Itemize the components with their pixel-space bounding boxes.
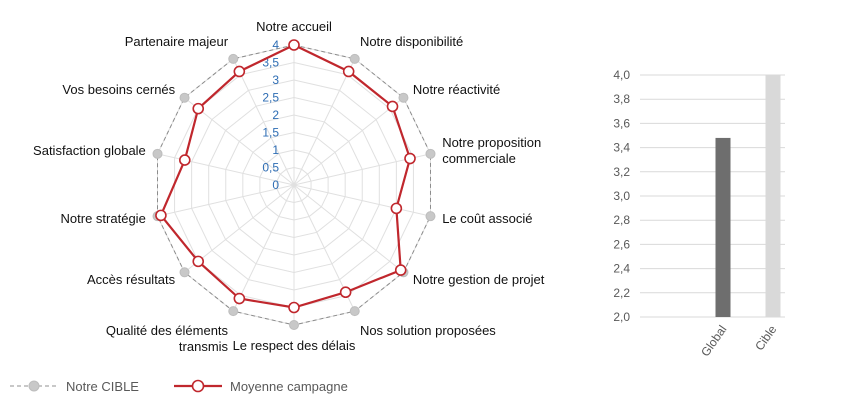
radar-tick-label: 3 bbox=[272, 73, 279, 87]
radar-series bbox=[152, 39, 436, 330]
radar-axis-label: Nos solution proposées bbox=[360, 323, 496, 338]
series-moyenne-campagne-point bbox=[342, 65, 355, 78]
bar-tick-label: 3,4 bbox=[613, 141, 630, 155]
legend-notre-cible-label: Notre CIBLE bbox=[66, 379, 139, 394]
legend: Notre CIBLE Moyenne campagne bbox=[10, 379, 348, 394]
legend-moyenne-campagne-label: Moyenne campagne bbox=[230, 379, 348, 394]
radar-axis-labels: Notre accueil Notre disponibilité Notre ré… bbox=[33, 19, 545, 354]
bar-tick-label: 4,0 bbox=[613, 68, 630, 82]
series-notre-cible-point bbox=[179, 92, 190, 103]
bar-grid: 2,0 2,2 2,4 2,6 2,8 3,0 3,2 3,4 3,6 3,8 4,0 bbox=[613, 68, 785, 324]
radar-tick-label: 2,5 bbox=[262, 91, 279, 105]
radar-axis-label: Le coût associé bbox=[442, 211, 532, 226]
bar-tick-label: 3,6 bbox=[613, 116, 630, 130]
radar-spoke bbox=[293, 58, 356, 186]
series-moyenne-campagne-point bbox=[179, 154, 191, 166]
radar-spoke bbox=[157, 184, 295, 217]
bar-global bbox=[715, 137, 731, 317]
bar-tick-label: 2,2 bbox=[613, 286, 630, 300]
radar-chart: 0 0,5 1 1,5 2 2,5 3 3,5 4 Notre accueil Notre dis… bbox=[10, 19, 545, 394]
series-moyenne-campagne-point bbox=[339, 286, 352, 299]
radar-spoke bbox=[293, 184, 404, 273]
radar-axis-label: Satisfaction globale bbox=[33, 143, 146, 158]
series-notre-cible-point bbox=[228, 306, 239, 317]
legend-notre-cible-marker bbox=[28, 380, 40, 392]
radar-spoke bbox=[232, 58, 295, 186]
radar-spoke bbox=[232, 184, 295, 312]
series-moyenne-campagne-point bbox=[404, 152, 416, 165]
bar-category-labels: Global Cible bbox=[698, 322, 780, 359]
series-moyenne-campagne-line bbox=[159, 43, 412, 309]
radar-tick-label: 4 bbox=[272, 38, 279, 52]
radar-axis-label: Notre stratégie bbox=[61, 211, 146, 226]
bar-tick-label: 2,4 bbox=[613, 262, 630, 276]
bar-tick-label: 2,8 bbox=[613, 213, 630, 227]
radar-spoke bbox=[293, 97, 404, 186]
series-moyenne-campagne-point bbox=[288, 39, 300, 51]
series-notre-cible-point bbox=[179, 267, 190, 278]
radar-axis-label: Vos besoins cernés bbox=[62, 82, 175, 97]
radar-grid bbox=[157, 44, 431, 326]
radar-tick-label: 1,5 bbox=[262, 126, 279, 140]
legend-moyenne-campagne-marker bbox=[191, 379, 205, 393]
bar-tick-label: 2,0 bbox=[613, 310, 630, 324]
bar-marks bbox=[715, 75, 781, 317]
radar-spoke bbox=[184, 97, 295, 186]
radar-axis-label: Notre accueil bbox=[256, 19, 332, 34]
series-moyenne-campagne-point bbox=[386, 100, 399, 113]
bar-cible bbox=[765, 75, 781, 317]
radar-axis-label: Qualité des éléments transmis bbox=[106, 323, 229, 354]
radar-axis-label: Le respect des délais bbox=[233, 338, 356, 353]
bar-tick-label: 3,0 bbox=[613, 189, 630, 203]
series-notre-cible-point bbox=[349, 53, 360, 64]
radar-axis-label: Notre proposition commerciale bbox=[442, 135, 541, 166]
radar-axis-label: Notre disponibilité bbox=[360, 34, 463, 49]
radar-spoke bbox=[184, 184, 295, 273]
radar-axis-label: Partenaire majeur bbox=[125, 34, 229, 49]
radar-tick-label: 0 bbox=[272, 178, 279, 192]
series-notre-cible-point bbox=[425, 211, 436, 222]
radar-tick-label: 0,5 bbox=[262, 161, 279, 175]
bar-tick-label: 2,6 bbox=[613, 237, 630, 251]
radar-tick-label: 1 bbox=[272, 143, 279, 157]
radar-tick-label: 3,5 bbox=[262, 56, 279, 70]
radar-axis-label: Accès résultats bbox=[87, 272, 176, 287]
series-notre-cible-point bbox=[289, 320, 299, 330]
radar-axis-label: Notre gestion de projet bbox=[413, 272, 545, 287]
bar-category-label: Global bbox=[698, 323, 729, 359]
bar-category-label: Cible bbox=[752, 322, 779, 353]
series-moyenne-campagne-point bbox=[390, 202, 403, 215]
radar-axis-label: Notre réactivité bbox=[413, 82, 500, 97]
radar-tick-label: 2 bbox=[272, 108, 279, 122]
series-notre-cible-point bbox=[228, 53, 239, 64]
series-notre-cible-point bbox=[349, 306, 360, 317]
bar-tick-label: 3,2 bbox=[613, 165, 630, 179]
bar-tick-label: 3,8 bbox=[613, 92, 630, 106]
series-moyenne-campagne-point bbox=[192, 102, 205, 115]
series-notre-cible-point bbox=[398, 92, 409, 103]
series-moyenne-campagne-point bbox=[233, 292, 246, 305]
series-moyenne-campagne-point bbox=[288, 301, 300, 314]
series-moyenne-campagne-point bbox=[192, 255, 205, 268]
series-notre-cible-point bbox=[152, 148, 163, 159]
series-moyenne-campagne-point bbox=[394, 264, 407, 276]
series-notre-cible-point bbox=[425, 148, 436, 159]
series-moyenne-campagne-point bbox=[155, 209, 167, 222]
series-moyenne-campagne-point bbox=[233, 65, 246, 78]
radar-tick-labels: 0 0,5 1 1,5 2 2,5 3 3,5 4 bbox=[262, 38, 279, 192]
bar-chart: 2,0 2,2 2,4 2,6 2,8 3,0 3,2 3,4 3,6 3,8 4,0 Global… bbox=[613, 68, 785, 359]
radar-spoke bbox=[293, 184, 431, 217]
